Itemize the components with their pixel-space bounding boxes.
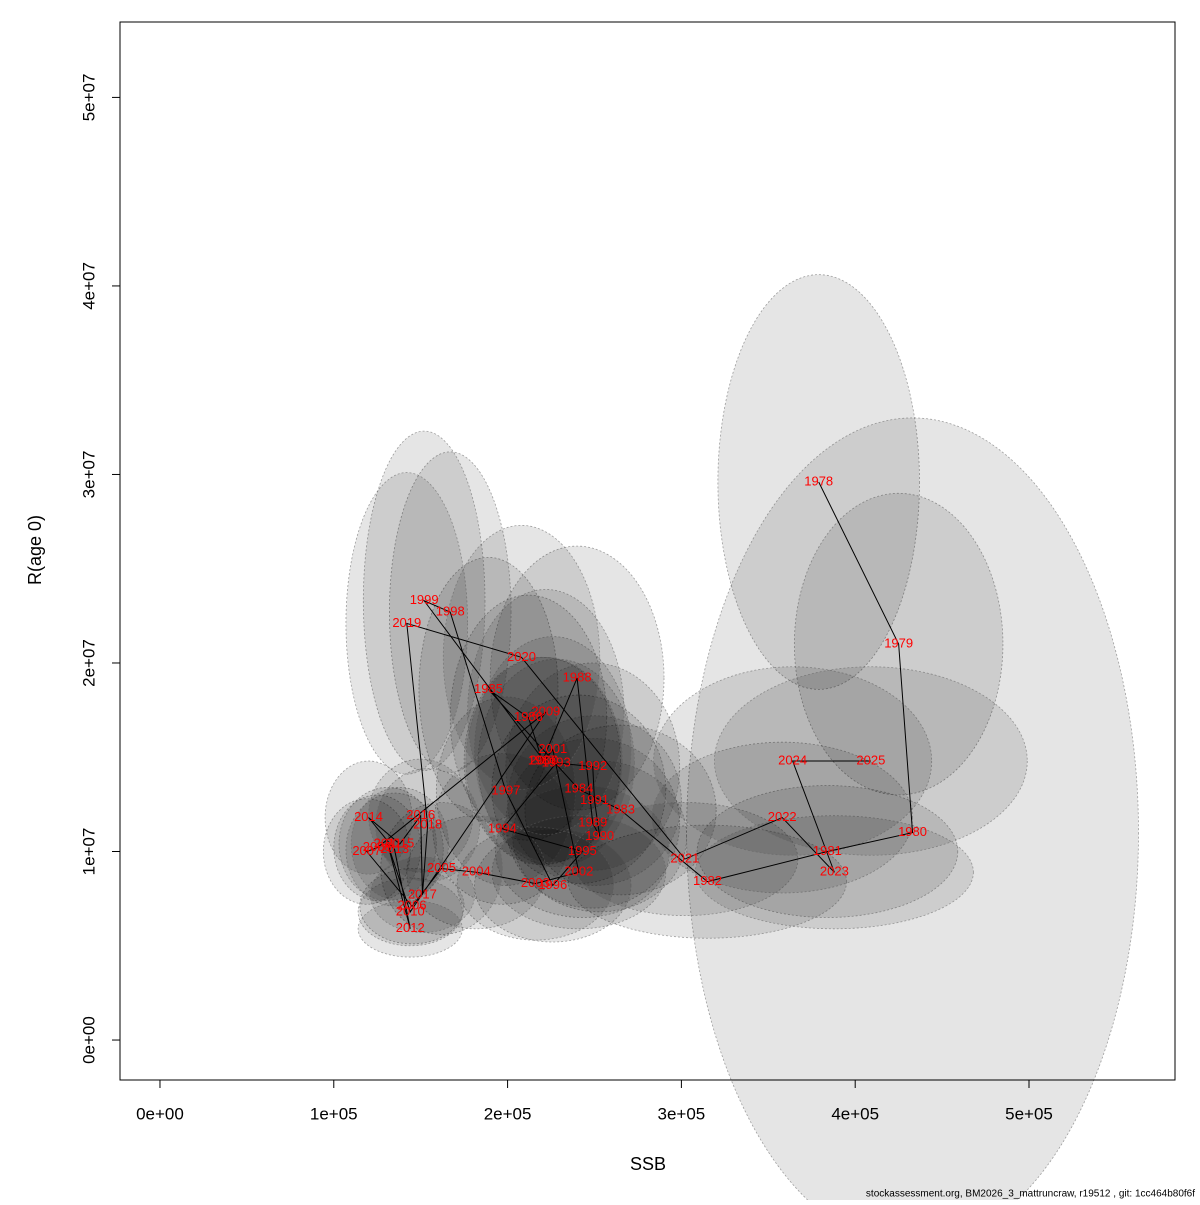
- year-label: 2015: [385, 835, 414, 850]
- x-tick-label: 3e+05: [658, 1104, 706, 1123]
- year-label: 2008: [363, 839, 392, 854]
- year-label: 1983: [606, 801, 635, 816]
- year-label: 1984: [564, 781, 593, 796]
- y-axis-label: R(age 0): [25, 515, 45, 585]
- y-tick-label: 5e+07: [79, 74, 98, 122]
- year-label: 2012: [396, 920, 425, 935]
- year-label: 1995: [568, 843, 597, 858]
- y-tick-label: 1e+07: [79, 828, 98, 876]
- year-label: 2021: [670, 850, 699, 865]
- year-label: 2002: [564, 864, 593, 879]
- y-tick-label: 4e+07: [79, 262, 98, 310]
- x-tick-label: 2e+05: [484, 1104, 532, 1123]
- y-tick-label: 0e+00: [79, 1016, 98, 1064]
- year-label: 2014: [354, 809, 383, 824]
- year-label: 1987: [528, 752, 557, 767]
- year-label: 2000: [530, 752, 559, 767]
- year-label: 1982: [693, 873, 722, 888]
- year-label: 1980: [898, 824, 927, 839]
- year-label: 1986: [514, 709, 543, 724]
- year-label: 1998: [436, 604, 465, 619]
- year-label: 2018: [413, 817, 442, 832]
- labels-layer: 1978 1979 1980 1981 1982 1983 1984 1985 1986 1987…: [352, 473, 927, 935]
- year-label: 2003: [521, 875, 550, 890]
- path-layer: [365, 481, 914, 929]
- year-label: 1999: [410, 592, 439, 607]
- year-label: 1994: [488, 820, 517, 835]
- y-tick-label: 3e+07: [79, 451, 98, 499]
- year-label: 2005: [427, 860, 456, 875]
- year-label: 1993: [542, 754, 571, 769]
- year-label: 2022: [768, 809, 797, 824]
- trajectory-line: [365, 481, 914, 929]
- year-label: 1985: [474, 681, 503, 696]
- x-tick-label: 5e+05: [1005, 1104, 1053, 1123]
- x-axis-label: SSB: [630, 1154, 666, 1174]
- year-label: 2010: [396, 903, 425, 918]
- year-label: 2013: [380, 841, 409, 856]
- plot-frame: [119, 21, 1176, 1081]
- year-label: 1992: [578, 758, 607, 773]
- year-label: 1990: [585, 828, 614, 843]
- year-label: 2006: [398, 898, 427, 913]
- ellipses: [322, 274, 1139, 1205]
- year-label: 2017: [408, 886, 437, 901]
- x-tick-label: 0e+00: [136, 1104, 184, 1123]
- year-label: 2001: [538, 741, 567, 756]
- year-label: 1997: [491, 783, 520, 798]
- x-tick-label: 1e+05: [310, 1104, 358, 1123]
- year-label: 2025: [856, 752, 885, 767]
- year-label: 2004: [462, 864, 491, 879]
- year-label: 2011: [374, 835, 402, 850]
- year-label: 2016: [406, 807, 435, 822]
- year-label: 1991: [580, 792, 609, 807]
- year-label: 1981: [813, 843, 842, 858]
- year-label: 2023: [820, 864, 849, 879]
- year-label: 2019: [392, 615, 421, 630]
- year-label: 1979: [884, 636, 913, 651]
- y-tick-label: 2e+07: [79, 639, 98, 687]
- year-label: 2024: [778, 752, 807, 767]
- year-label: 1978: [804, 473, 833, 488]
- year-label: 1996: [538, 877, 567, 892]
- x-tick-label: 4e+05: [831, 1104, 879, 1123]
- footer: stockassessment.org, BM2026_3_mattruncra…: [866, 1189, 1195, 1200]
- year-label: 2007: [352, 843, 381, 858]
- year-label: 2020: [507, 649, 536, 664]
- year-label: 1989: [578, 815, 607, 830]
- year-label: 2009: [531, 703, 560, 718]
- year-label: 1988: [563, 670, 592, 685]
